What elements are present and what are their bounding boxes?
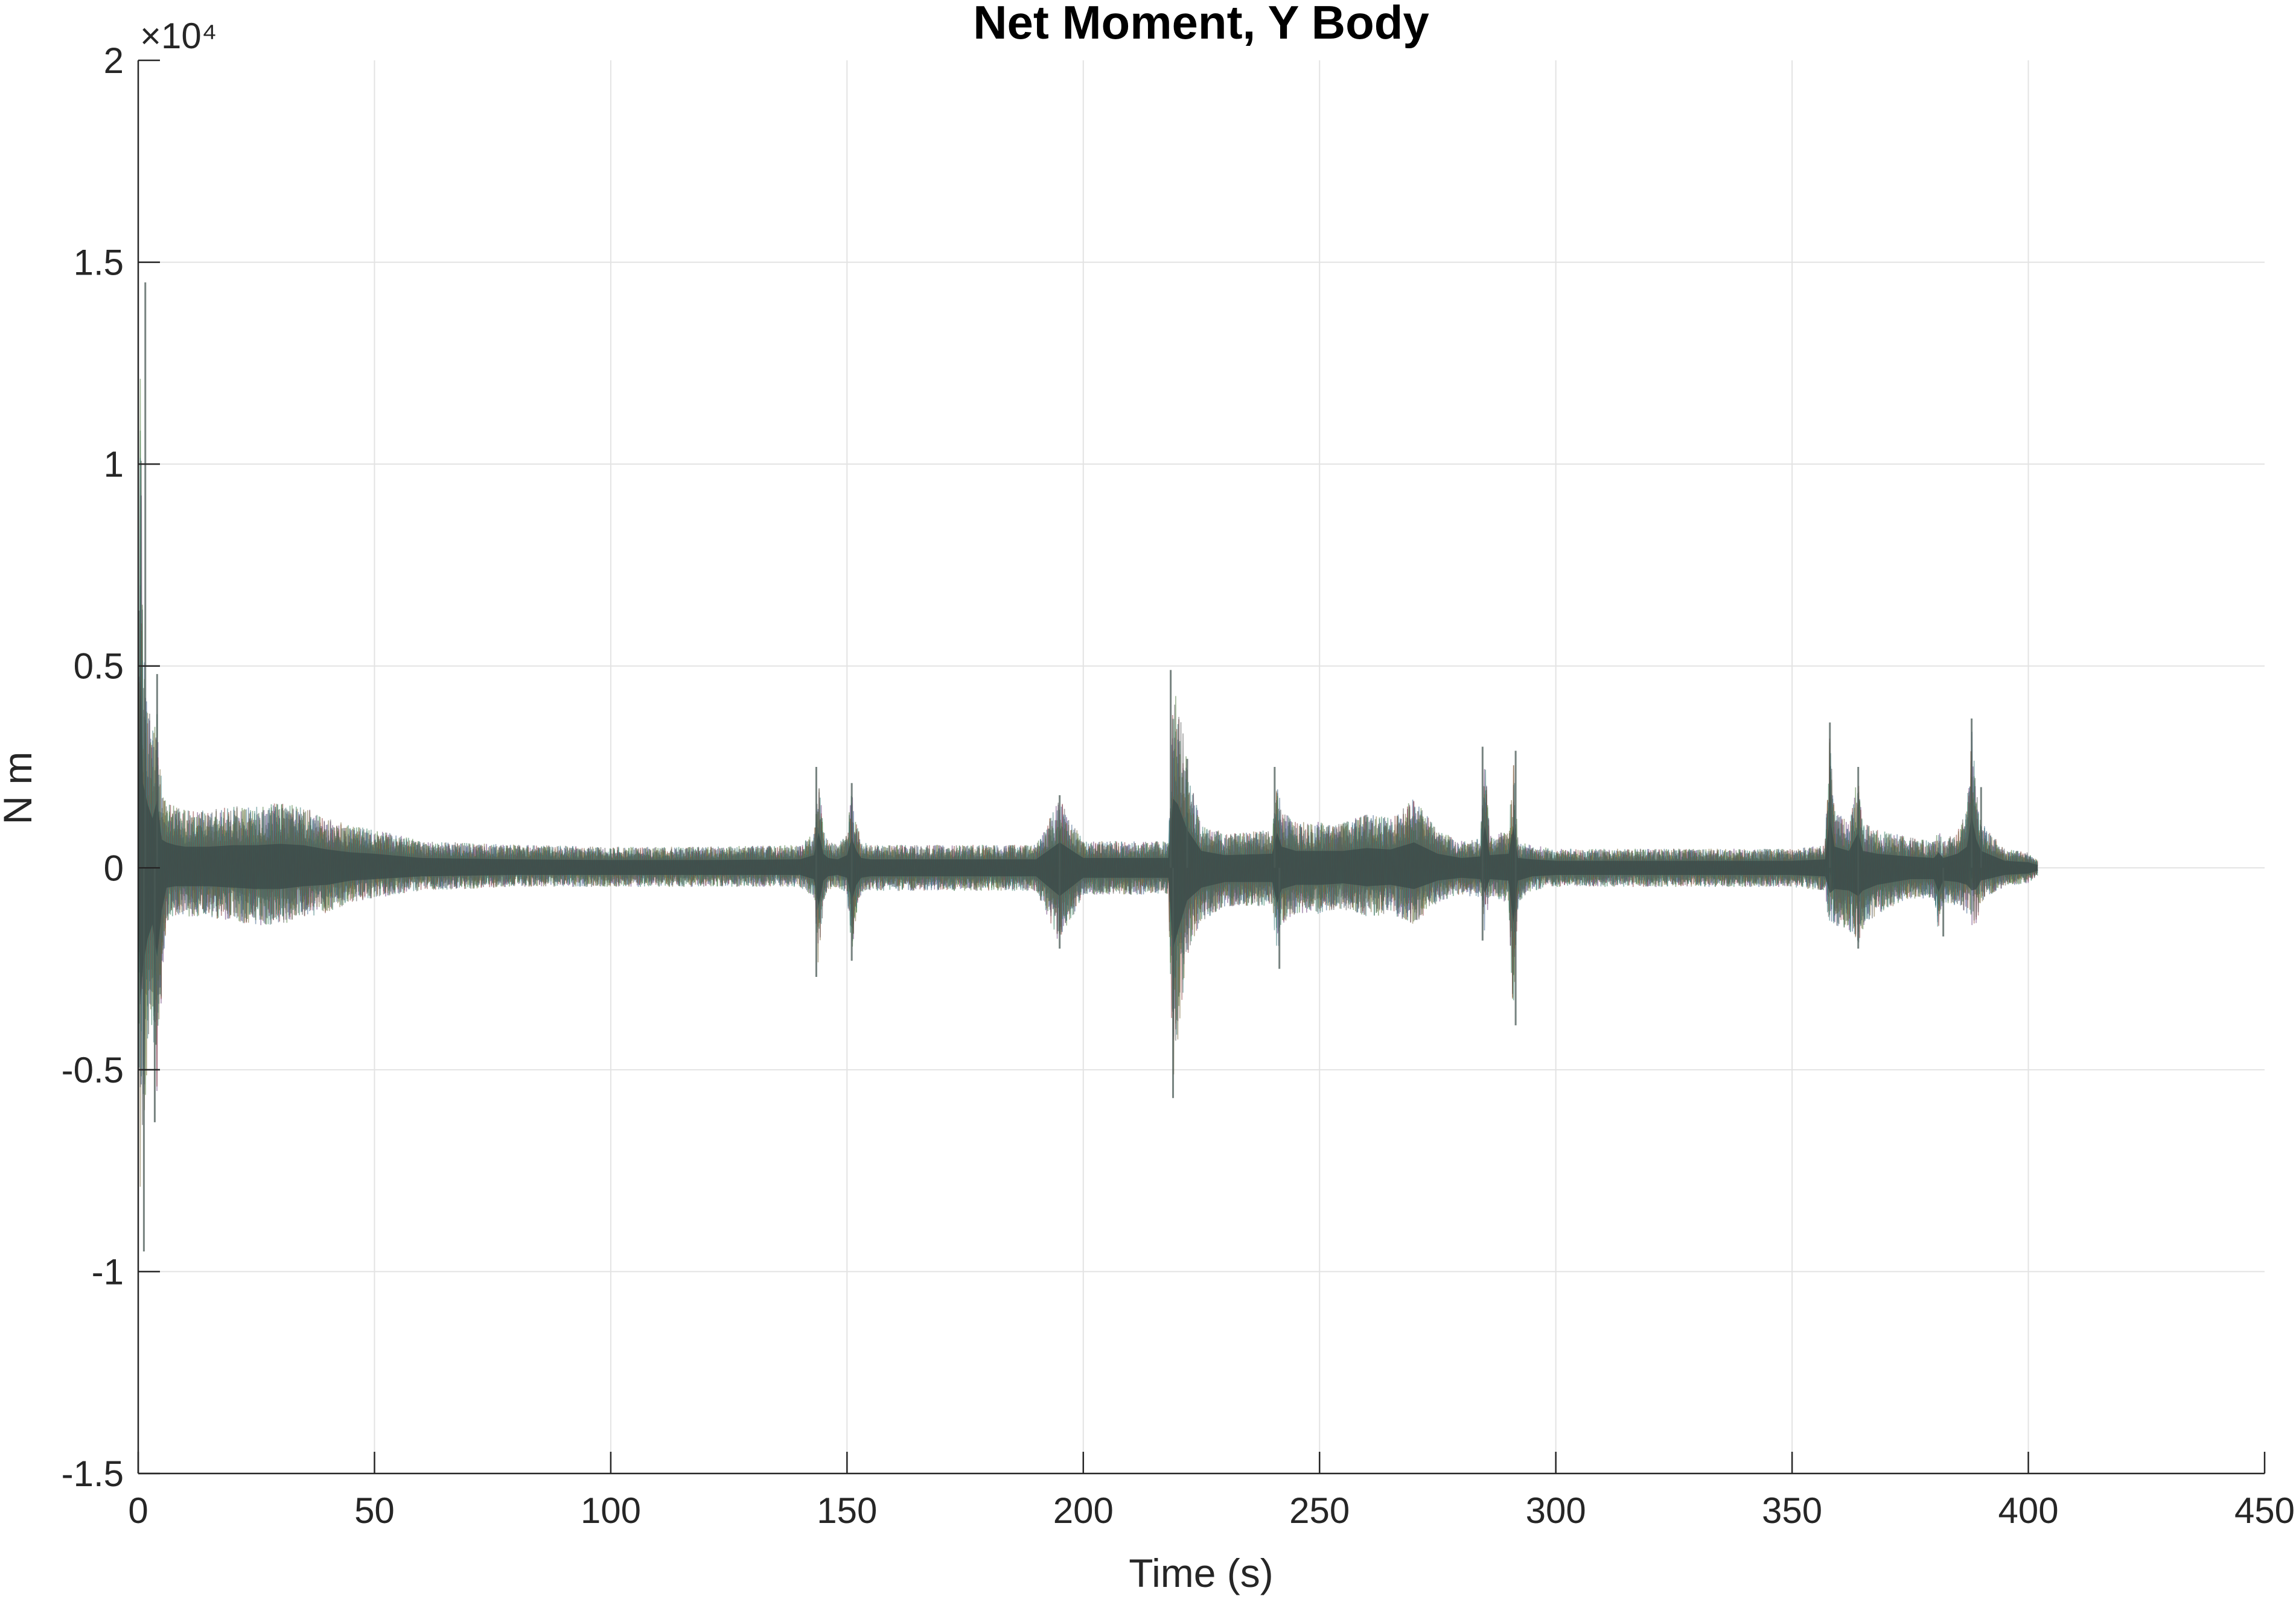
y-tick-label: -1 (92, 1251, 124, 1292)
data-traces (138, 282, 2038, 1251)
y-tick-label: -0.5 (62, 1050, 124, 1090)
x-tick-label: 0 (128, 1490, 148, 1531)
y-tick-label: 1.5 (74, 243, 124, 283)
x-tick-label: 400 (1998, 1490, 2059, 1531)
x-tick-label: 350 (1762, 1490, 1822, 1531)
chart-title: Net Moment, Y Body (973, 0, 1429, 49)
x-axis-label: Time (s) (1129, 1551, 1274, 1595)
tick-labels: 0 50 100 150 200 250 300 350 400 450 -1.5 -1 -0.5 0 0.… (62, 40, 2295, 1531)
y-tick-label: -1.5 (62, 1454, 124, 1494)
x-tick-label: 100 (581, 1490, 641, 1531)
x-tick-label: 250 (1289, 1490, 1350, 1531)
x-tick-label: 300 (1526, 1490, 1586, 1531)
x-tick-label: 50 (354, 1490, 395, 1531)
x-tick-label: 450 (2234, 1490, 2295, 1531)
y-axis-label: N m (0, 752, 40, 825)
plot-background (138, 60, 2265, 1473)
y-tick-label: 1 (104, 444, 124, 485)
y-tick-label: 2 (104, 40, 124, 81)
y-exponent-label: ×10⁴ (140, 16, 217, 56)
y-tick-label: 0 (104, 848, 124, 888)
axes (137, 59, 2266, 1475)
x-tick-label: 150 (817, 1490, 877, 1531)
x-tick-label: 200 (1053, 1490, 1114, 1531)
y-tick-label: 0.5 (74, 646, 124, 687)
